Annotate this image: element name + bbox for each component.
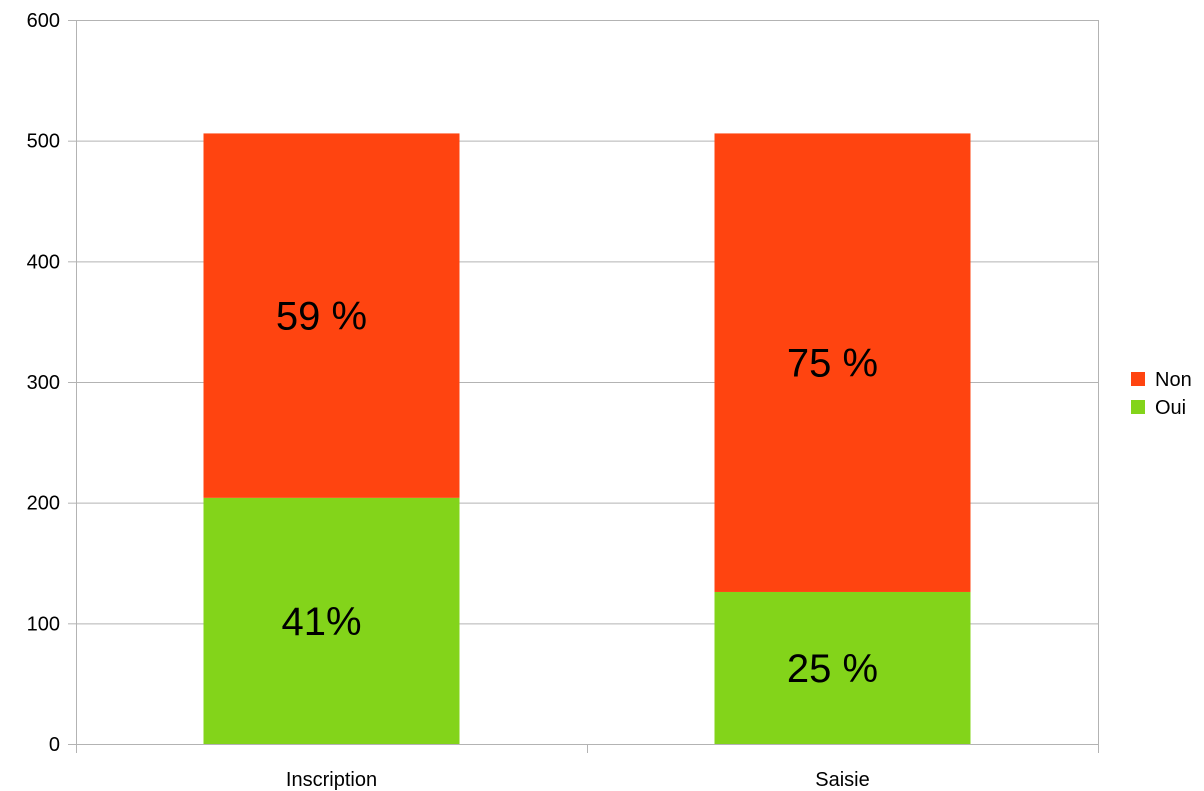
legend: Non Oui	[1131, 369, 1192, 419]
y-tick-label: 500	[27, 131, 60, 153]
legend-swatch-non	[1131, 372, 1145, 386]
data-label: 25 %	[787, 647, 878, 691]
data-label: 59 %	[276, 295, 367, 339]
y-tick-label: 0	[49, 734, 60, 756]
data-label: 75 %	[787, 342, 878, 386]
bar-oui-inscription	[203, 497, 460, 744]
legend-label-oui: Oui	[1155, 397, 1186, 419]
axes: 0 100 200 300 400 500 600 Inscription Saisie	[27, 10, 1099, 791]
data-label: 41%	[281, 600, 361, 644]
bar-oui-saisie	[714, 591, 971, 744]
legend-label-non: Non	[1155, 369, 1192, 391]
bars	[203, 133, 971, 744]
y-tick-label: 200	[27, 493, 60, 515]
bar-non-saisie	[714, 133, 971, 592]
y-tick-label: 100	[27, 613, 60, 635]
y-tick-label: 400	[27, 251, 60, 273]
x-category-label: Saisie	[815, 769, 869, 791]
legend-swatch-oui	[1131, 400, 1145, 414]
data-labels: 41% 59 % 25 % 75 %	[276, 295, 878, 691]
y-tick-label: 300	[27, 372, 60, 394]
bar-non-inscription	[203, 133, 460, 498]
x-category-label: Inscription	[286, 769, 377, 791]
y-tick-label: 600	[27, 10, 60, 32]
